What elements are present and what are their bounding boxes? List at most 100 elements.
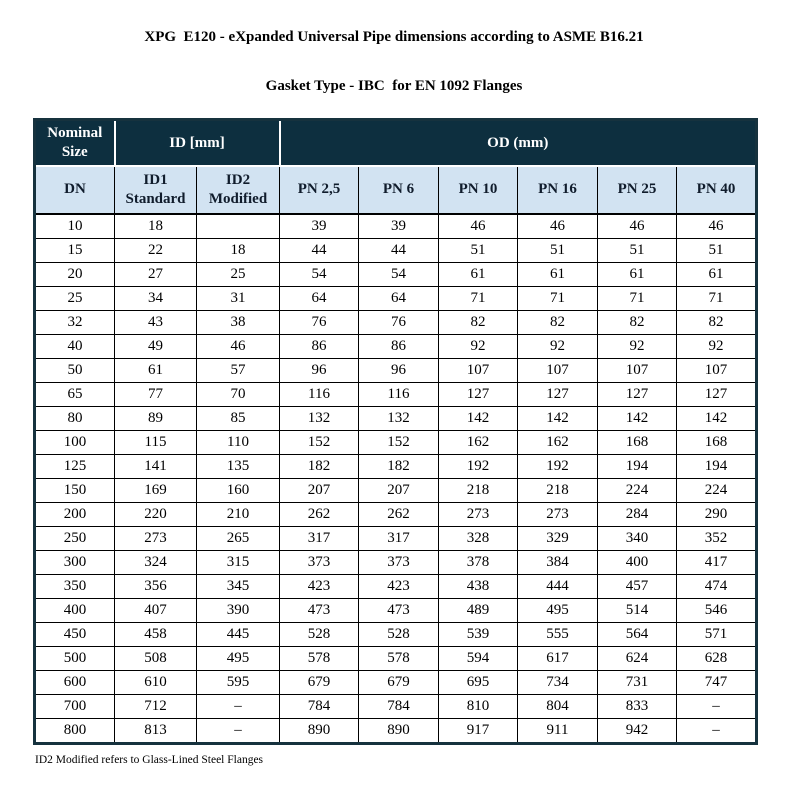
value-cell: 107: [517, 358, 598, 383]
value-cell: 96: [279, 358, 359, 383]
table-row: 300 324 315 373 373 378 384 400 417: [34, 550, 758, 575]
value-cell: 44: [279, 238, 359, 263]
value-cell: 731: [597, 670, 677, 695]
value-cell: 162: [438, 430, 518, 455]
value-cell: 624: [597, 646, 677, 671]
value-cell: 18: [196, 238, 280, 263]
dn-cell: 200: [34, 502, 115, 527]
value-cell: 262: [358, 502, 439, 527]
value-cell: 86: [279, 334, 359, 359]
page-title: XPG E120 - eXpanded Universal Pipe dimen…: [144, 29, 644, 45]
value-cell: 917: [438, 718, 518, 744]
value-cell: 423: [279, 574, 359, 599]
value-cell: 46: [196, 334, 280, 359]
value-cell: 265: [196, 526, 280, 551]
value-cell: 194: [675, 454, 758, 479]
value-cell: 508: [114, 646, 197, 671]
group-header-nominal-size: Nominal Size: [33, 118, 116, 167]
value-cell: –: [675, 694, 758, 719]
pipe-dimensions-table: Nominal Size ID [mm] OD (mm) DN ID1 Stan…: [33, 118, 759, 745]
value-cell: 127: [597, 382, 677, 407]
value-cell: 578: [279, 646, 359, 671]
dn-cell: 125: [34, 454, 115, 479]
value-cell: 142: [597, 406, 677, 431]
value-cell: 373: [358, 550, 439, 575]
value-cell: 192: [517, 454, 598, 479]
table-row: 50 61 57 96 96 107 107 107 107: [34, 358, 758, 383]
value-cell: 495: [196, 646, 280, 671]
value-cell: 54: [279, 262, 359, 287]
dn-cell: 15: [34, 238, 115, 263]
value-cell: 546: [675, 598, 758, 623]
value-cell: 76: [358, 310, 439, 335]
table-row: 250 273 265 317 317 328 329 340 352: [34, 526, 758, 551]
value-cell: 407: [114, 598, 197, 623]
value-cell: 110: [196, 430, 280, 455]
dn-cell: 500: [34, 646, 115, 671]
value-cell: 46: [438, 213, 518, 239]
value-cell: 43: [114, 310, 197, 335]
table-row: 10 18 39 39 46 46 46 46: [34, 213, 758, 239]
value-cell: 457: [597, 574, 677, 599]
value-cell: 107: [675, 358, 758, 383]
value-cell: 168: [597, 430, 677, 455]
value-cell: 224: [675, 478, 758, 503]
value-cell: 132: [358, 406, 439, 431]
value-cell: 356: [114, 574, 197, 599]
value-cell: 38: [196, 310, 280, 335]
table-row: 25 34 31 64 64 71 71 71 71: [34, 286, 758, 311]
group-header-row: Nominal Size ID [mm] OD (mm): [33, 118, 758, 167]
table-body: 10 18 39 39 46 46 46 46 15 22 18 44 44 51 51 51 51 20 27 25…: [34, 213, 758, 744]
value-cell: 51: [438, 238, 518, 263]
value-cell: 192: [438, 454, 518, 479]
value-cell: 539: [438, 622, 518, 647]
value-cell: 384: [517, 550, 598, 575]
value-cell: 71: [517, 286, 598, 311]
table-row: 32 43 38 76 76 82 82 82 82: [34, 310, 758, 335]
column-header-pn-25: PN 25: [597, 165, 677, 215]
value-cell: 70: [196, 382, 280, 407]
value-cell: 813: [114, 718, 197, 744]
value-cell: 833: [597, 694, 677, 719]
value-cell: –: [675, 718, 758, 744]
value-cell: 695: [438, 670, 518, 695]
column-header-id1-standard: ID1 Standard: [114, 165, 197, 215]
column-header-id2-modified: ID2 Modified: [196, 165, 280, 215]
table-row: 600 610 595 679 679 695 734 731 747: [34, 670, 758, 695]
value-cell: 473: [279, 598, 359, 623]
dn-cell: 250: [34, 526, 115, 551]
value-cell: 160: [196, 478, 280, 503]
value-cell: 328: [438, 526, 518, 551]
value-cell: 22: [114, 238, 197, 263]
value-cell: 273: [438, 502, 518, 527]
value-cell: 31: [196, 286, 280, 311]
value-cell: 220: [114, 502, 197, 527]
value-cell: 46: [597, 213, 677, 239]
table-row: 20 27 25 54 54 61 61 61 61: [34, 262, 758, 287]
value-cell: 46: [517, 213, 598, 239]
dn-cell: 600: [34, 670, 115, 695]
value-cell: 784: [279, 694, 359, 719]
column-header-pn-2-5: PN 2,5: [279, 165, 359, 215]
value-cell: 64: [358, 286, 439, 311]
value-cell: 61: [597, 262, 677, 287]
value-cell: 345: [196, 574, 280, 599]
value-cell: 182: [358, 454, 439, 479]
value-cell: 61: [114, 358, 197, 383]
group-header-id-mm: ID [mm]: [113, 118, 281, 167]
dn-cell: 300: [34, 550, 115, 575]
value-cell: 610: [114, 670, 197, 695]
value-cell: 890: [358, 718, 439, 744]
value-cell: 617: [517, 646, 598, 671]
value-cell: 628: [675, 646, 758, 671]
value-cell: 315: [196, 550, 280, 575]
value-cell: 82: [517, 310, 598, 335]
value-cell: 495: [517, 598, 598, 623]
dn-cell: 25: [34, 286, 115, 311]
value-cell: 324: [114, 550, 197, 575]
value-cell: 92: [675, 334, 758, 359]
value-cell: –: [196, 718, 280, 744]
column-header-pn-40: PN 40: [675, 165, 758, 215]
value-cell: 317: [279, 526, 359, 551]
value-cell: 528: [279, 622, 359, 647]
